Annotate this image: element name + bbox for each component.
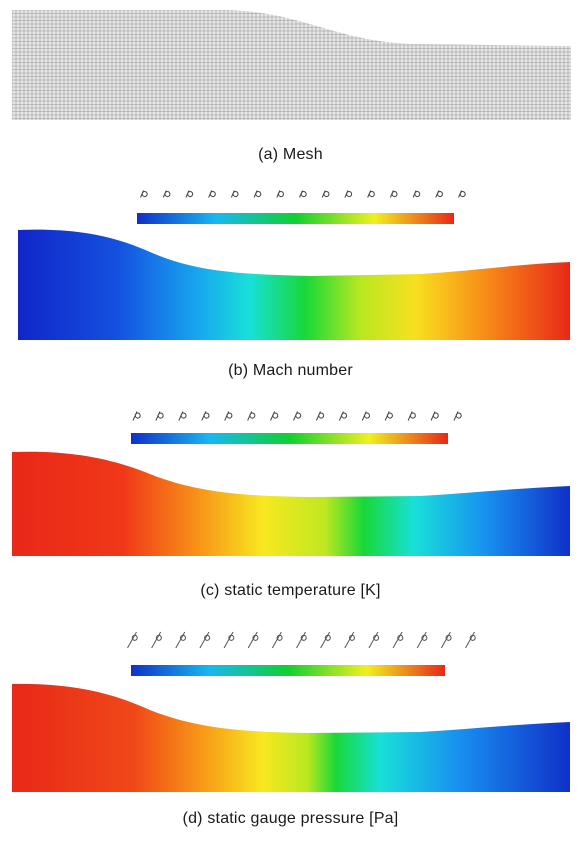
colorbar-tick-label <box>299 190 307 198</box>
colorbar-tick-label <box>368 631 380 649</box>
colorbar-tick-label <box>465 631 476 649</box>
colorbar-tick-label <box>132 411 141 421</box>
caption-pressure: (d) static gauge pressure [Pa] <box>182 810 399 827</box>
caption-temperature: (c) static temperature [K] <box>200 582 381 599</box>
colorbar-tick-label <box>224 411 233 421</box>
colorbar-tick-label <box>458 190 466 198</box>
colorbar-tick-label <box>247 411 256 421</box>
colorbar-tick-label <box>208 190 216 198</box>
mesh-panel: (a) Mesh <box>0 0 581 163</box>
colorbar-tick-label <box>296 631 307 649</box>
colorbar-tick-label <box>185 190 194 198</box>
colorbar-tick-label <box>321 190 330 198</box>
mach-colorbar-ticks <box>140 190 466 198</box>
colorbar-tick-label <box>253 190 262 198</box>
mach-colorbar <box>137 213 454 224</box>
colorbar-tick-label <box>344 190 353 198</box>
pressure-contour <box>12 683 570 792</box>
caption-mesh: (a) Mesh <box>258 146 323 163</box>
pressure-panel: (d) static gauge pressure [Pa] <box>0 620 581 842</box>
colorbar-tick-label <box>127 631 138 649</box>
colorbar-tick-label <box>392 631 404 649</box>
temperature-panel: (c) static temperature [K] <box>0 400 581 600</box>
colorbar-tick-label <box>293 411 302 421</box>
colorbar-tick-label <box>270 411 279 421</box>
colorbar-tick-label <box>416 631 428 649</box>
mach-panel: (b) Mach number <box>0 180 581 380</box>
colorbar-tick-label <box>453 411 462 421</box>
colorbar-tick-label <box>155 411 164 421</box>
colorbar-tick-label <box>162 190 171 198</box>
temperature-contour <box>12 451 570 556</box>
colorbar-tick-label <box>247 631 259 649</box>
colorbar-tick-label <box>151 631 162 649</box>
colorbar-tick-label <box>367 190 375 198</box>
pressure-colorbar <box>131 665 445 676</box>
colorbar-tick-label <box>223 631 235 649</box>
colorbar-tick-label <box>175 631 186 649</box>
colorbar-tick-label <box>320 631 331 649</box>
colorbar-tick-label <box>338 411 347 421</box>
colorbar-tick-label <box>384 411 393 421</box>
colorbar-tick-label <box>199 631 211 649</box>
colorbar-tick-label <box>430 411 439 421</box>
mach-contour <box>18 229 570 340</box>
temperature-colorbar-ticks <box>132 411 462 421</box>
colorbar-tick-label <box>389 190 398 198</box>
colorbar-tick-label <box>230 190 239 198</box>
pressure-colorbar-ticks <box>127 631 476 649</box>
colorbar-tick-label <box>276 190 284 198</box>
colorbar-tick-label <box>315 411 325 421</box>
colorbar-tick-label <box>271 631 283 649</box>
colorbar-tick-label <box>178 411 187 421</box>
mesh-figure <box>12 10 571 120</box>
colorbar-tick-label <box>440 631 452 649</box>
colorbar-tick-label <box>201 411 210 421</box>
colorbar-tick-label <box>435 190 443 198</box>
colorbar-tick-label <box>412 190 421 198</box>
colorbar-tick-label <box>361 411 370 421</box>
colorbar-tick-label <box>344 631 355 649</box>
colorbar-tick-label <box>407 411 416 421</box>
colorbar-tick-label <box>140 190 148 198</box>
caption-mach: (b) Mach number <box>228 362 353 379</box>
temperature-colorbar <box>131 433 448 444</box>
